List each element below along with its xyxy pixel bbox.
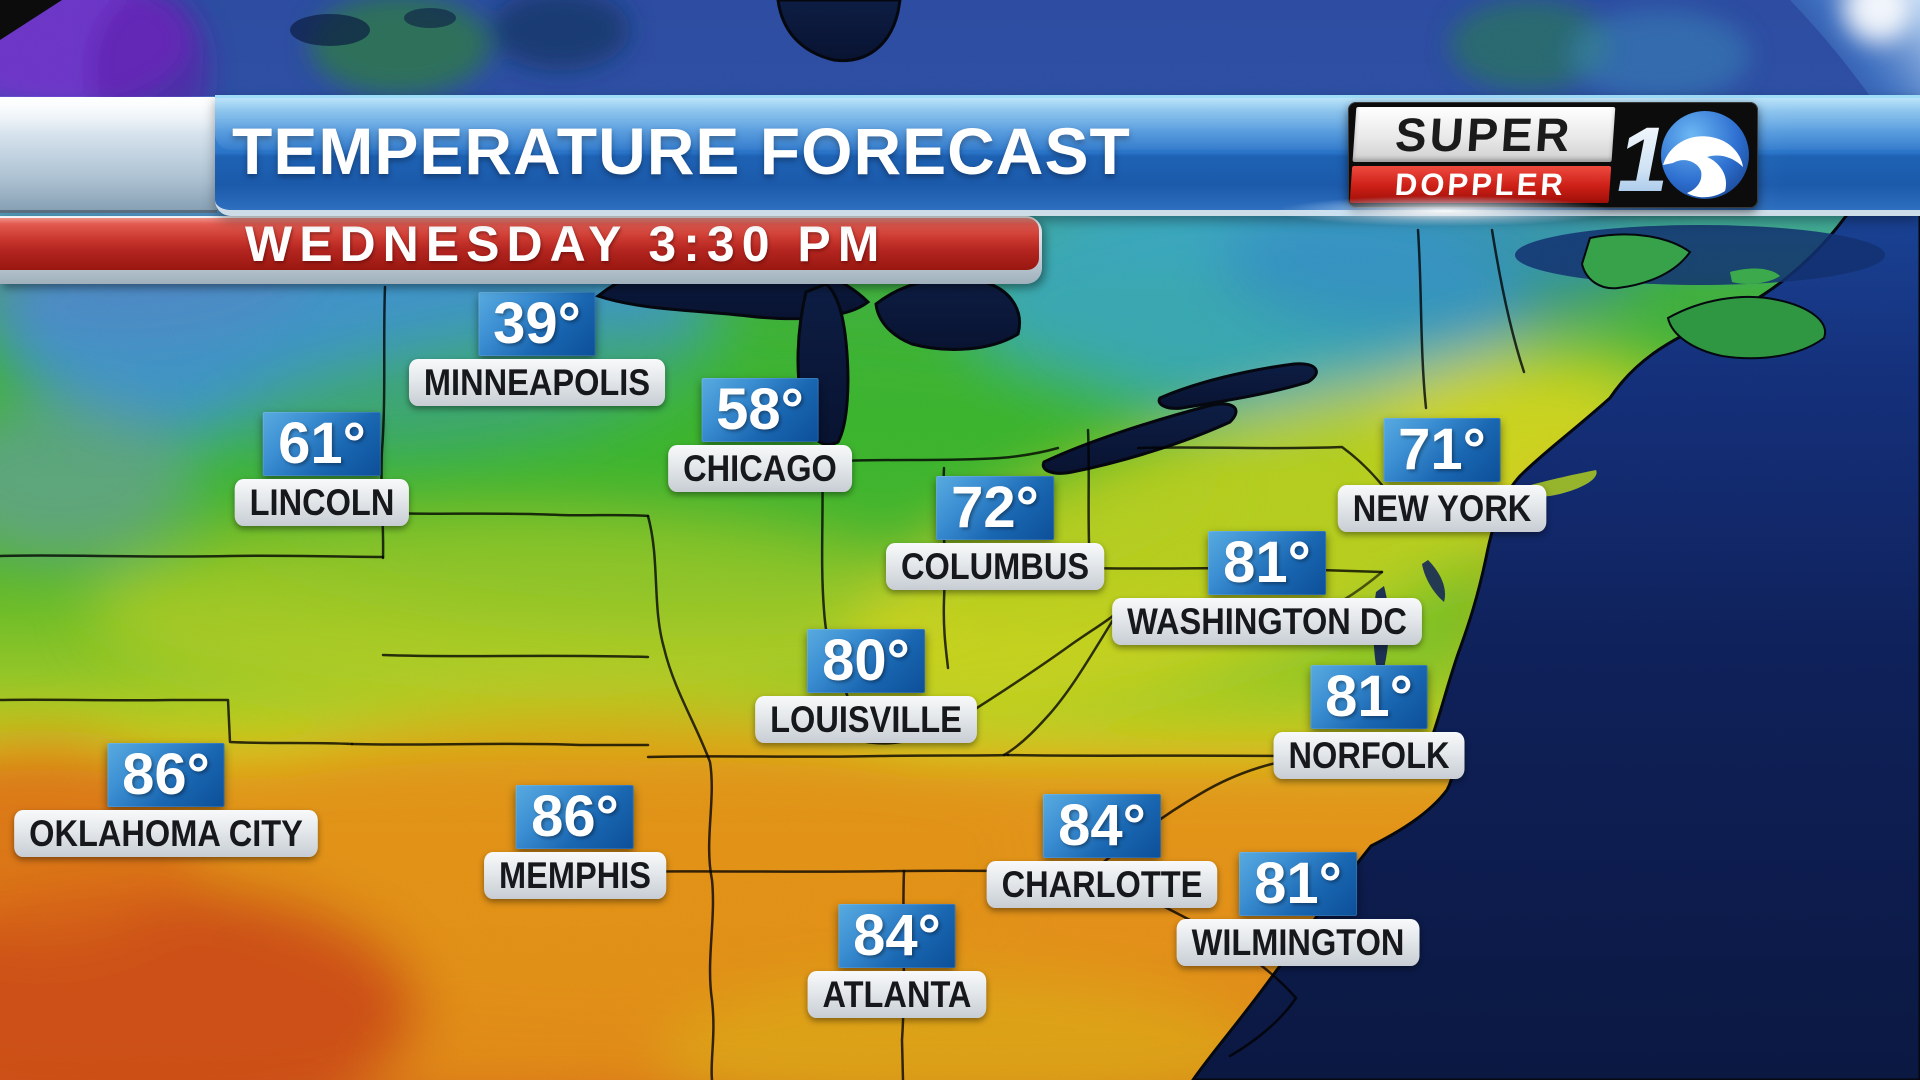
- logo-doppler-label: DOPPLER: [1349, 166, 1612, 203]
- temperature-value: 71°: [1383, 418, 1501, 482]
- city-name: WASHINGTON DC: [1112, 598, 1422, 645]
- city-label-atlanta: 84° ATLANTA: [795, 904, 998, 1018]
- station-logo: SUPER DOPPLER 1: [1348, 102, 1758, 211]
- temperature-value: 81°: [1208, 531, 1326, 595]
- temperature-value: 86°: [107, 743, 225, 807]
- temperature-value: 86°: [516, 785, 634, 849]
- city-name: OKLAHOMA CITY: [14, 810, 318, 857]
- channel-digit: 1: [1617, 109, 1668, 203]
- temperature-value: 39°: [478, 292, 596, 356]
- temperature-value: 81°: [1310, 665, 1428, 729]
- city-name: NEW YORK: [1337, 485, 1547, 532]
- temperature-value: 84°: [838, 904, 956, 968]
- station-logo-text: SUPER DOPPLER: [1349, 107, 1616, 203]
- temperature-value: 81°: [1239, 852, 1357, 916]
- temperature-value: 72°: [936, 476, 1054, 540]
- banner-left-silver-edge: [0, 97, 217, 213]
- city-label-norfolk: 81° NORFOLK: [1261, 665, 1478, 779]
- city-name: CHARLOTTE: [986, 861, 1218, 908]
- city-label-oklahoma-city: 86° OKLAHOMA CITY: [0, 743, 339, 857]
- city-label-columbus: 72° COLUMBUS: [871, 476, 1119, 590]
- temperature-value: 84°: [1043, 794, 1161, 858]
- city-label-minneapolis: 39° MINNEAPOLIS: [392, 292, 683, 406]
- city-label-louisville: 80° LOUISVILLE: [740, 629, 992, 743]
- channel-10-icon: 1: [1617, 107, 1753, 211]
- forecast-valid-time: WEDNESDAY 3:30 PM: [245, 216, 887, 272]
- city-label-washington-dc: 81° WASHINGTON DC: [1091, 531, 1443, 645]
- city-name: LOUISVILLE: [755, 696, 977, 743]
- city-label-new-york: 71° NEW YORK: [1324, 418, 1561, 532]
- page-title: TEMPERATURE FORECAST: [232, 114, 1131, 188]
- city-name: NORFOLK: [1273, 732, 1465, 779]
- time-banner: WEDNESDAY 3:30 PM: [0, 216, 1039, 272]
- logo-super-label: SUPER: [1352, 107, 1616, 162]
- city-name: MEMPHIS: [484, 852, 666, 899]
- city-label-charlotte: 84° CHARLOTTE: [971, 794, 1233, 908]
- city-name: ATLANTA: [807, 971, 987, 1018]
- time-banner-frame: WEDNESDAY 3:30 PM: [0, 216, 1042, 284]
- city-name: LINCOLN: [234, 479, 410, 526]
- city-label-memphis: 86° MEMPHIS: [472, 785, 679, 899]
- city-name: CHICAGO: [668, 445, 852, 492]
- city-name: COLUMBUS: [885, 543, 1105, 590]
- wave-crest-icon: [1663, 136, 1743, 198]
- city-name: WILMINGTON: [1176, 919, 1420, 966]
- temperature-value: 80°: [807, 629, 925, 693]
- temperature-value: 61°: [263, 412, 381, 476]
- city-label-chicago: 58° CHICAGO: [656, 378, 865, 492]
- temperature-value: 58°: [701, 378, 819, 442]
- city-label-lincoln: 61° LINCOLN: [223, 412, 421, 526]
- city-name: MINNEAPOLIS: [408, 359, 666, 406]
- city-label-wilmington: 81° WILMINGTON: [1160, 852, 1436, 966]
